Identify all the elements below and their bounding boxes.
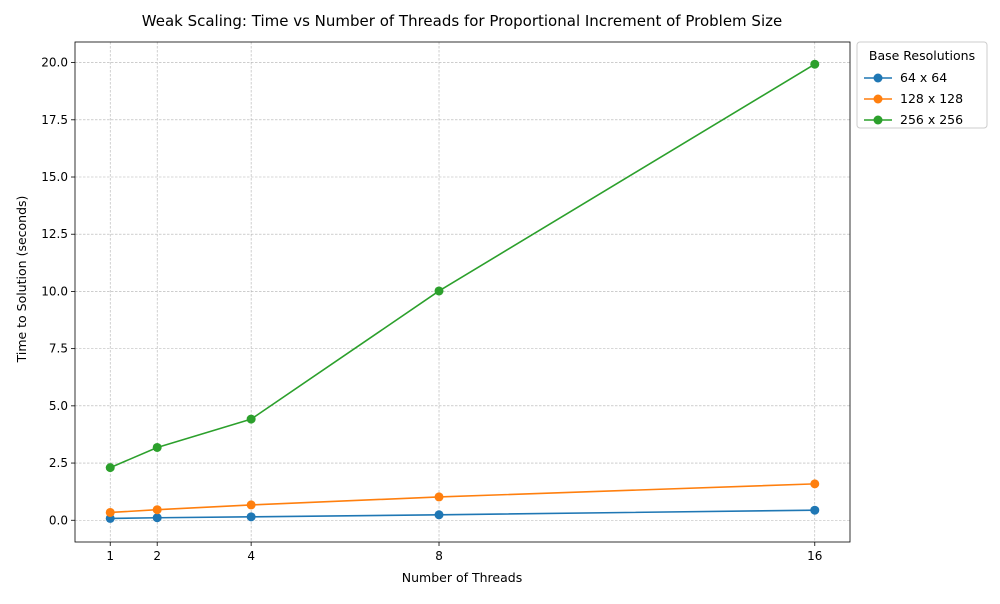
legend-label: 64 x 64 bbox=[900, 70, 947, 85]
data-point bbox=[152, 513, 162, 523]
data-point bbox=[246, 414, 256, 424]
data-point bbox=[246, 500, 256, 510]
data-point bbox=[434, 510, 444, 520]
data-point bbox=[105, 463, 115, 473]
y-tick-label: 17.5 bbox=[41, 113, 68, 127]
data-point bbox=[246, 512, 256, 522]
data-point bbox=[810, 59, 820, 69]
series-layer bbox=[105, 59, 820, 523]
y-tick-label: 0.0 bbox=[49, 513, 68, 527]
legend-point-marker bbox=[873, 73, 883, 83]
legend-title: Base Resolutions bbox=[869, 48, 975, 63]
y-tick-label: 20.0 bbox=[41, 56, 68, 70]
series-2 bbox=[105, 59, 820, 473]
data-point bbox=[810, 505, 820, 515]
y-tick-label: 5.0 bbox=[49, 399, 68, 413]
plot-area-frame bbox=[74, 41, 851, 543]
data-point bbox=[105, 507, 115, 517]
data-point bbox=[152, 505, 162, 515]
y-axis-label: Time to Solution (seconds) bbox=[14, 196, 29, 364]
y-tick-label: 10.0 bbox=[41, 284, 68, 298]
x-tick-label: 4 bbox=[247, 549, 255, 563]
legend-label: 256 x 256 bbox=[900, 112, 963, 127]
data-point bbox=[434, 286, 444, 296]
data-point bbox=[810, 479, 820, 489]
y-tick-label: 12.5 bbox=[41, 227, 68, 241]
axis-ticks: 1 2 4 8 16 0.0 2.5 5.0 7.5 10.0 12.5 15.0 17.5 20.0 bbox=[41, 56, 822, 563]
x-tick-label: 16 bbox=[807, 549, 822, 563]
data-point bbox=[152, 442, 162, 452]
y-tick-label: 7.5 bbox=[49, 342, 68, 356]
legend-point-marker bbox=[873, 94, 883, 104]
x-tick-label: 8 bbox=[435, 549, 443, 563]
data-point bbox=[434, 492, 444, 502]
series-1 bbox=[105, 479, 820, 517]
y-tick-label: 2.5 bbox=[49, 456, 68, 470]
legend: Base Resolutions 64 x 64 128 x 128 256 x 2… bbox=[856, 41, 988, 129]
y-tick-label: 15.0 bbox=[41, 170, 68, 184]
legend-frame bbox=[856, 41, 988, 129]
x-axis-label: Number of Threads bbox=[402, 570, 522, 585]
legend-label: 128 x 128 bbox=[900, 91, 963, 106]
legend-point-marker bbox=[873, 115, 883, 125]
x-tick-label: 1 bbox=[106, 549, 114, 563]
chart-title: Weak Scaling: Time vs Number of Threads … bbox=[142, 12, 782, 30]
x-tick-label: 2 bbox=[153, 549, 161, 563]
